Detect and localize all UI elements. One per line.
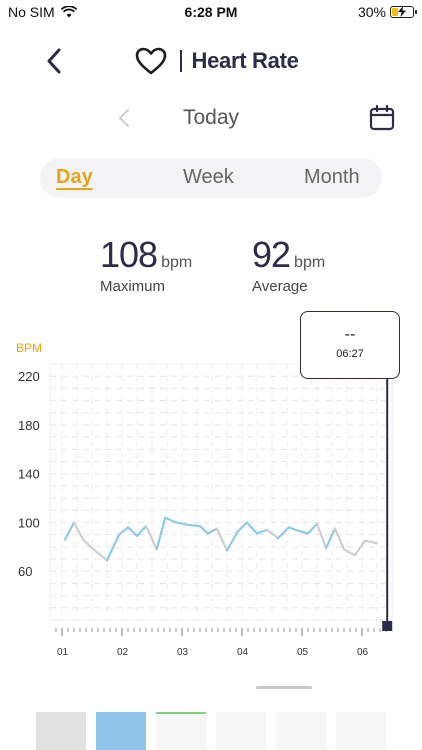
page-title: Heart Rate	[191, 48, 299, 73]
heart-rate-line-segment	[353, 539, 367, 557]
battery-group: 30%	[357, 4, 417, 20]
bottom-thumbnail-strip	[36, 712, 386, 750]
tooltip-value: --	[344, 326, 356, 343]
chart-canvas: BPM 220 180 140 100 60 01 02 03 04 05 06	[16, 341, 393, 658]
charging-bolt-icon	[398, 6, 406, 17]
heart-rate-line-segment	[266, 528, 280, 540]
tab-week[interactable]: Week	[183, 166, 234, 188]
heart-rate-line-segment	[126, 526, 139, 537]
heart-rate-line-segment	[72, 521, 85, 541]
heart-rate-line-segment	[174, 521, 190, 527]
date-navigation: Today	[0, 100, 422, 136]
heart-rate-line-segment	[363, 539, 379, 545]
heart-rate-line-segment	[297, 529, 310, 535]
heart-rate-line-segment	[93, 549, 109, 562]
heart-rate-line-segment	[315, 522, 328, 550]
title-divider	[180, 50, 182, 72]
status-bar: No SIM 6:28 PM 30%	[0, 0, 422, 24]
date-label: Today	[182, 106, 240, 129]
heart-rate-line-segment	[135, 525, 148, 537]
heart-rate-line-segment	[155, 516, 167, 551]
tab-month[interactable]: Month	[304, 166, 360, 188]
heart-rate-line-segment	[164, 516, 178, 524]
y-tick-label: 140	[18, 467, 40, 482]
carrier-group: No SIM	[8, 4, 77, 20]
heart-rate-line-segment	[105, 533, 121, 562]
battery-percentage: 30%	[357, 4, 386, 20]
y-tick-label: 180	[18, 418, 40, 433]
heart-rate-line-segment	[225, 531, 239, 552]
average-label: Average	[252, 278, 308, 295]
x-tick-label: 03	[177, 647, 189, 658]
tab-day[interactable]: Day	[56, 166, 93, 188]
thumbnail-tile[interactable]	[336, 712, 386, 750]
back-button[interactable]	[40, 46, 68, 76]
clock: 6:28 PM	[184, 4, 238, 20]
maximum-value: 108	[100, 234, 158, 275]
thumbnail-tile[interactable]	[276, 712, 326, 750]
heart-rate-line-segment	[63, 521, 76, 541]
thumbnail-tile[interactable]	[216, 712, 266, 750]
period-segmented-control: Day Week Month	[40, 158, 382, 198]
thumbnail-tile[interactable]	[36, 712, 86, 750]
calendar-icon	[369, 104, 395, 131]
carrier-label: No SIM	[8, 4, 55, 20]
x-tick-label: 02	[117, 647, 129, 658]
heart-rate-line-segment	[342, 548, 356, 557]
heart-rate-chart[interactable]: BPM 220 180 140 100 60 01 02 03 04 05 06	[0, 300, 422, 680]
x-tick-label: 01	[57, 647, 69, 658]
wifi-icon	[60, 6, 77, 18]
heart-rate-line-segment	[255, 528, 269, 535]
heart-rate-line-segment	[81, 538, 97, 552]
heart-rate-line-segment	[287, 526, 301, 533]
maximum-label: Maximum	[100, 278, 166, 295]
chevron-left-icon	[47, 48, 61, 74]
heart-rate-line-segment	[206, 527, 218, 535]
heart-outline-icon	[135, 47, 167, 75]
heart-rate-line-segment	[117, 526, 130, 536]
thumbnail-tile[interactable]	[156, 712, 206, 750]
x-tick-label: 05	[297, 647, 309, 658]
calendar-button[interactable]	[368, 104, 396, 132]
heart-rate-line-segment	[236, 521, 248, 534]
heart-rate-line-segment	[144, 525, 158, 551]
battery-icon	[390, 6, 417, 18]
y-tick-label: 100	[18, 515, 40, 530]
average-unit: bpm	[294, 254, 326, 271]
y-axis-title: BPM	[16, 341, 42, 355]
chart-cursor-handle	[382, 621, 393, 631]
thumbnail-tile[interactable]	[96, 712, 146, 750]
average-value: 92	[252, 234, 291, 275]
battery-level	[392, 8, 398, 16]
page-title-group: Heart Rate	[134, 44, 299, 78]
heart-rate-line-segment	[245, 521, 259, 535]
y-tick-label: 220	[18, 369, 40, 384]
x-tick-label: 06	[357, 647, 369, 658]
heart-rate-line-segment	[276, 526, 290, 540]
average-stat: 92 bpm Average	[252, 234, 325, 295]
plot-area	[49, 363, 393, 621]
heart-rate-line-segment	[186, 523, 202, 528]
heart-rate-line-segment	[306, 522, 319, 535]
x-tick-label: 04	[237, 647, 249, 658]
maximum-unit: bpm	[161, 254, 193, 271]
chevron-left-icon	[118, 108, 130, 128]
y-tick-label: 60	[18, 564, 32, 579]
scroll-indicator	[256, 686, 312, 689]
chart-tooltip: -- 06:27	[300, 311, 400, 379]
header: Heart Rate	[0, 40, 422, 84]
tooltip-time: 06:27	[336, 348, 364, 360]
heart-rate-line-segment	[324, 527, 337, 550]
previous-date-button[interactable]	[112, 104, 136, 132]
heart-rate-line-segment	[215, 527, 229, 552]
maximum-stat: 108 bpm Maximum	[100, 234, 192, 295]
heart-rate-line-segment	[198, 525, 209, 535]
heart-rate-line-segment	[333, 527, 346, 551]
